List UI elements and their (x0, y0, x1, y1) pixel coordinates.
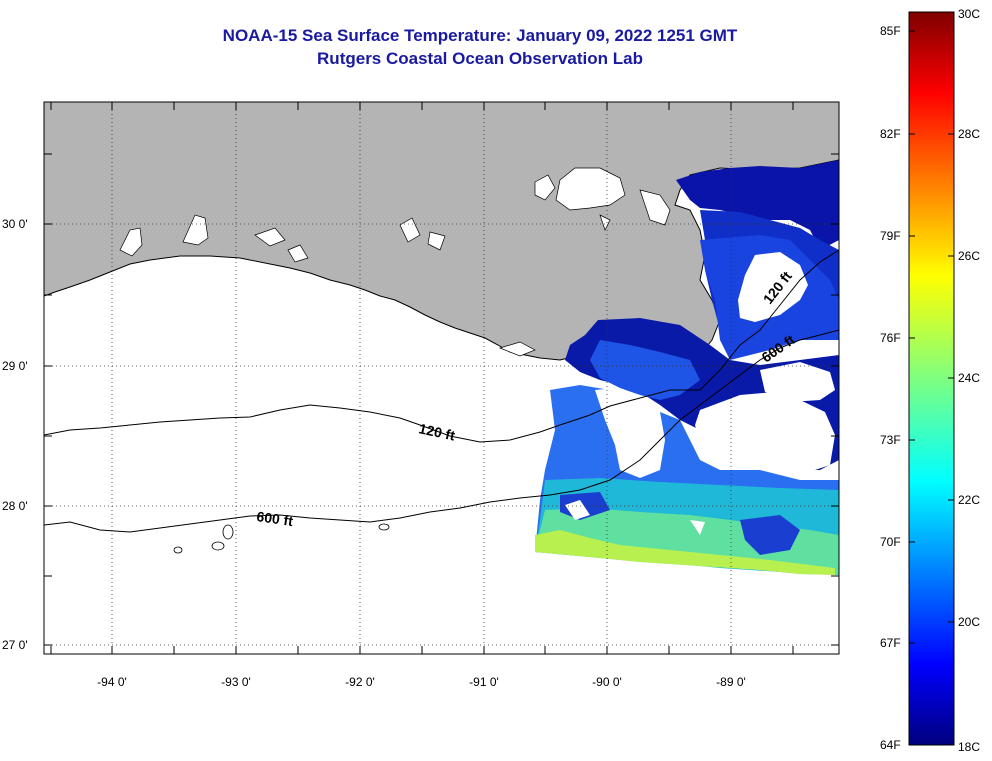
contour-600ft (44, 329, 839, 533)
cb-label-26c: 26C (958, 249, 980, 263)
cb-label-28c: 28C (958, 127, 980, 141)
lon-label-93: -93 0' (221, 675, 251, 689)
cb-label-67f: 67F (880, 636, 901, 650)
colorbar-ticks (909, 30, 954, 644)
graticule (44, 102, 839, 654)
land-mass (44, 102, 839, 362)
cb-label-85f: 85F (880, 24, 901, 38)
lakes (119, 167, 671, 357)
cb-label-22c: 22C (958, 493, 980, 507)
cb-label-18c: 18C (958, 740, 980, 754)
lat-label-30: 30 0' (2, 217, 28, 231)
seamounts (173, 523, 390, 554)
lat-label-28: 28 0' (2, 499, 28, 513)
lon-label-94: -94 0' (97, 675, 127, 689)
cb-label-76f: 76F (880, 331, 901, 345)
title-line-2: Rutgers Coastal Ocean Observation Lab (317, 49, 643, 68)
cb-label-24c: 24C (958, 371, 980, 385)
cb-label-20c: 20C (958, 615, 980, 629)
axis-ticks (44, 102, 839, 654)
contour-120ft (44, 249, 839, 443)
cb-label-82f: 82F (880, 127, 901, 141)
cb-label-64f: 64F (880, 738, 901, 752)
lon-label-91: -91 0' (469, 675, 499, 689)
cb-label-73f: 73F (880, 433, 901, 447)
title-line-1: NOAA-15 Sea Surface Temperature: January… (222, 26, 738, 45)
cb-label-70f: 70F (880, 535, 901, 549)
cb-label-30c: 30C (958, 7, 980, 21)
lat-label-27: 27 0' (2, 638, 28, 652)
colorbar (908, 11, 955, 746)
lat-label-29: 29 0' (2, 359, 28, 373)
lon-label-89: -89 0' (716, 675, 746, 689)
map-content (44, 102, 839, 654)
contour-label-600ft-west: 600 ft (256, 508, 295, 529)
sst-data (535, 160, 839, 575)
contour-label-120ft-west: 120 ft (417, 420, 456, 443)
cb-label-79f: 79F (880, 229, 901, 243)
lon-label-90: -90 0' (592, 675, 622, 689)
lon-label-92: -92 0' (345, 675, 375, 689)
map-frame (43, 101, 840, 655)
